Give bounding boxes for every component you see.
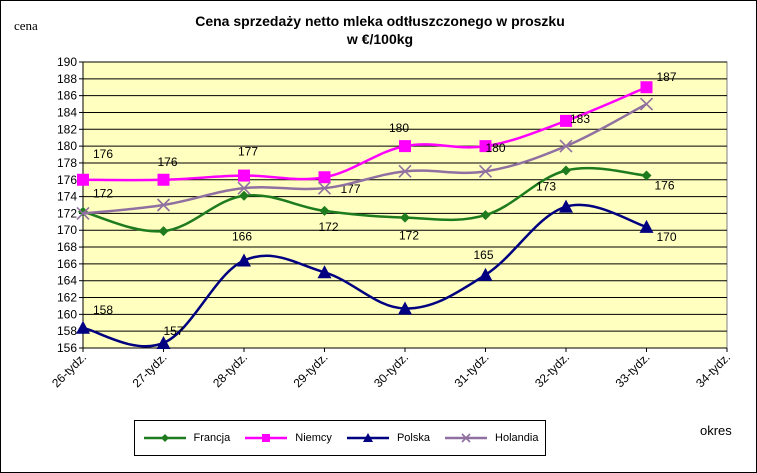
chart-title-line: Cena sprzedaży netto mleka odtłuszczoneg… <box>195 13 565 29</box>
data-point-polska <box>156 335 171 349</box>
y-tick-label: 190 <box>57 55 77 69</box>
data-point-francja <box>158 226 169 237</box>
y-tick-label: 160 <box>57 307 77 321</box>
y-tick-label: 174 <box>57 190 77 204</box>
data-label: 187 <box>657 70 677 84</box>
data-label: 158 <box>93 303 113 317</box>
data-point-holandia <box>478 164 493 178</box>
y-tick-label: 162 <box>57 291 77 305</box>
y-tick-label: 188 <box>57 72 77 86</box>
y-tick-label: 182 <box>57 122 77 136</box>
legend-swatch <box>245 434 288 442</box>
y-tick-label: 168 <box>57 240 77 254</box>
data-point-niemcy <box>479 140 492 153</box>
data-label: 176 <box>93 147 113 161</box>
y-tick-label: 158 <box>57 324 77 338</box>
data-point-francja <box>319 205 330 216</box>
y-tick-label: 180 <box>57 139 77 153</box>
data-point-polska <box>478 267 493 281</box>
legend-item-francja: Francja <box>142 432 231 444</box>
data-point-francja <box>641 170 652 181</box>
y-tick-label: 178 <box>57 156 77 170</box>
data-point-niemcy <box>560 114 572 127</box>
x-tick-label: 30-tydz. <box>371 350 411 390</box>
data-point-holandia <box>398 164 412 178</box>
data-label: 172 <box>319 220 339 234</box>
data-point-niemcy <box>399 140 411 153</box>
data-point-francja <box>400 212 410 223</box>
data-point-polska <box>237 253 251 267</box>
data-label: 165 <box>474 248 494 262</box>
legend: Francja Niemcy Polska Holandia <box>134 420 546 456</box>
data-point-niemcy <box>238 169 250 182</box>
data-point-holandia <box>639 97 654 111</box>
data-label: 170 <box>657 230 677 244</box>
data-label: 176 <box>158 155 178 169</box>
data-label: 172 <box>93 187 113 201</box>
data-point-holandia <box>237 181 251 195</box>
data-label: 180 <box>389 121 409 135</box>
y-tick-label: 164 <box>57 274 77 288</box>
x-tick-label: 29-tydz. <box>291 350 331 390</box>
data-point-holandia <box>156 198 171 212</box>
legend-label: Niemcy <box>295 432 332 444</box>
y-tick-label: 176 <box>57 173 77 187</box>
legend-swatch <box>445 433 488 443</box>
x-tick-label: 26-tydz. <box>49 350 89 390</box>
data-point-holandia <box>76 206 90 220</box>
data-point-niemcy <box>77 173 89 186</box>
x-tick-label: 34-tydz. <box>693 350 733 390</box>
y-tick-label: 166 <box>57 257 77 271</box>
x-tick-label: 33-tydz. <box>613 350 653 390</box>
data-point-francja <box>561 165 571 176</box>
y-tick-label: 186 <box>57 89 77 103</box>
x-tick-label: 31-tydz. <box>452 350 492 390</box>
data-point-francja <box>480 210 491 221</box>
data-point-polska <box>559 199 573 213</box>
data-label: 180 <box>486 141 506 155</box>
chart-title: Cena sprzedaży netto mleka odtłuszczoneg… <box>120 12 640 48</box>
x-tick-label: 32-tydz. <box>532 350 572 390</box>
legend-item-polska: Polska <box>345 432 430 444</box>
data-point-niemcy <box>157 173 170 186</box>
legend-label: Polska <box>396 432 430 444</box>
data-point-polska <box>76 320 90 334</box>
y-tick-label: 170 <box>57 223 77 237</box>
chart-subtitle: w €/100kg <box>346 31 414 47</box>
data-label: 183 <box>570 112 590 126</box>
y-tick-label: 156 <box>57 341 77 355</box>
data-point-holandia <box>559 139 573 153</box>
x-axis-label: okres <box>700 423 732 438</box>
x-tick-label: 27-tydz. <box>130 350 170 390</box>
data-label: 173 <box>536 180 556 194</box>
y-tick-label: 172 <box>57 206 77 220</box>
series-line-polska <box>82 203 647 348</box>
series-line-holandia <box>82 102 648 215</box>
legend-swatch <box>143 434 186 442</box>
legend-swatch <box>346 433 389 442</box>
data-label: 166 <box>232 230 252 244</box>
data-point-holandia <box>317 181 332 195</box>
plot-area <box>82 61 728 349</box>
y-axis-label: cena <box>14 18 38 33</box>
data-point-polska <box>398 301 412 315</box>
data-point-niemcy <box>640 81 653 94</box>
data-point-polska <box>639 219 654 233</box>
legend-item-niemcy: Niemcy <box>243 432 332 444</box>
series-line-francja <box>82 166 647 233</box>
data-label: 157 <box>164 324 184 338</box>
data-point-polska <box>317 265 332 279</box>
data-point-niemcy <box>318 171 331 184</box>
legend-item-holandia: Holandia <box>443 432 538 444</box>
data-label: 172 <box>399 229 419 243</box>
data-label: 177 <box>238 145 258 159</box>
legend-label: Holandia <box>495 432 539 444</box>
y-tick-label: 184 <box>57 105 77 119</box>
legend-label: Francja <box>193 432 231 444</box>
x-tick-label: 28-tydz. <box>210 350 250 390</box>
data-label: 176 <box>655 179 675 193</box>
data-point-francja <box>239 190 249 201</box>
